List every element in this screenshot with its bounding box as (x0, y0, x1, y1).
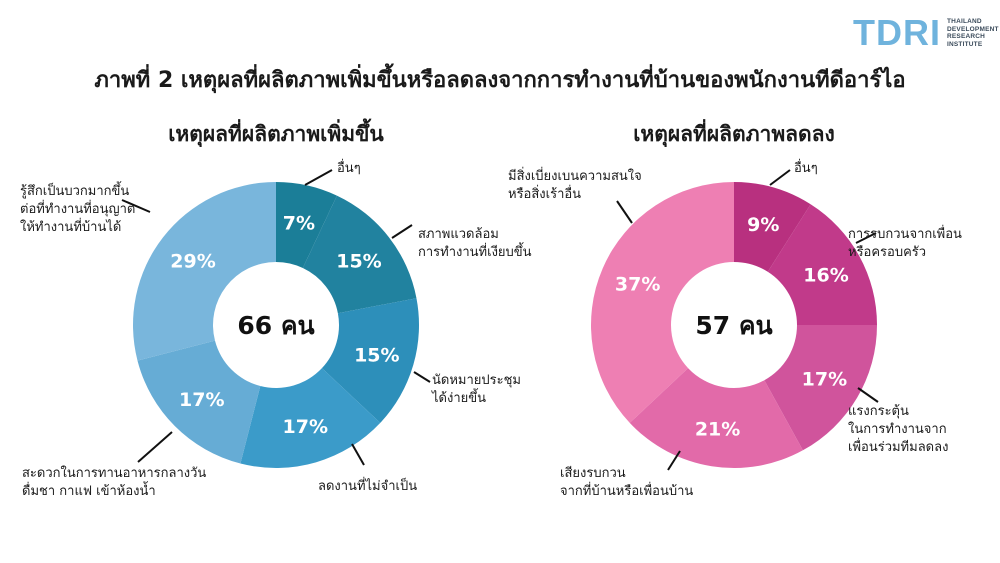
category-label: ลดงานที่ไม่จำเป็น (318, 478, 417, 496)
logo-line: RESEARCH (947, 33, 986, 40)
category-label-line: รู้สึกเป็นบวกมากขึ้น (20, 184, 130, 199)
donut-center-total: 66 คน (237, 311, 314, 340)
category-label: แรงกระตุ้นในการทำงานจากเพื่อนร่วมทีมลดลง (848, 403, 948, 457)
logo-line: THAILAND (947, 18, 982, 25)
slice-percent-label: 9% (747, 214, 779, 236)
donut-slice (302, 195, 417, 314)
donut-slice (764, 325, 877, 451)
left-donut: 7% 15% 15% 17% 17% 29% 66 คน (121, 169, 431, 468)
category-label-line: การรบกวนจากเพื่อน (848, 227, 962, 242)
donut-slice (734, 182, 811, 272)
tdri-logo: TDRI THAILAND DEVELOPMENT RESEARCH INSTI… (853, 15, 999, 51)
slice-percent-label: 29% (170, 251, 215, 273)
category-label-line: เสียงรบกวน (560, 466, 626, 481)
category-label-line: หรือสิ่งเร้าอื่น (508, 187, 582, 202)
category-label: อื่นๆ (794, 160, 818, 178)
donut-slice (276, 182, 337, 268)
slice-percent-label: 37% (615, 273, 660, 295)
category-label-line: เพื่อนร่วมทีมลดลง (848, 440, 949, 455)
slice-percent-label: 17% (802, 368, 847, 390)
category-label-line: สภาพแวดล้อม (418, 227, 499, 242)
category-label-line: ได้ง่ายขึ้น (432, 391, 487, 406)
right-chart-title: เหตุผลที่ผลิตภาพลดลง (633, 122, 835, 146)
donut-slice (133, 182, 276, 361)
category-label: สภาพแวดล้อมการทำงานที่เงียบขึ้น (418, 226, 532, 262)
category-label-line: การทำงานที่เงียบขึ้น (418, 245, 532, 260)
donut-slice (591, 182, 734, 423)
leader-line (769, 169, 791, 186)
slice-percent-label: 15% (336, 251, 381, 273)
category-label-line: ต่อที่ทำงานที่อนุญาต (20, 202, 136, 217)
category-label-line: มีสิ่งเบี่ยงเบนความสนใจ (508, 169, 642, 184)
category-label-line: สะดวกในการทานอาหารกลางวัน (22, 466, 207, 481)
leader-line (137, 431, 173, 463)
logo-line: INSTITUTE (947, 40, 983, 48)
leader-line (855, 232, 877, 244)
donut-slice (137, 340, 261, 464)
category-label-line: แรงกระตุ้น (848, 404, 909, 419)
leader-line (121, 199, 151, 213)
category-label-line: ดื่มชา กาแฟ เข้าห้องน้ำ (22, 484, 156, 499)
donut-center-total: 57 คน (695, 311, 772, 340)
donut-slice (240, 368, 381, 468)
slice-percent-label: 16% (803, 264, 848, 286)
category-label-line: จากที่บ้านหรือเพื่อนบ้าน (560, 484, 694, 499)
donut-slice (321, 298, 419, 423)
category-label: อื่นๆ (337, 160, 361, 178)
right-donut: 9% 16% 17% 21% 37% 57 คน (591, 169, 879, 471)
slice-percent-label: 17% (179, 389, 224, 411)
category-label: มีสิ่งเบี่ยงเบนความสนใจหรือสิ่งเร้าอื่น (508, 168, 642, 204)
slice-percent-label: 15% (354, 344, 399, 366)
donut-slice (767, 204, 877, 325)
logo-mark: TDRI (853, 12, 941, 53)
category-label-line: ให้ทำงานที่บ้านได้ (20, 220, 122, 235)
leader-line (413, 371, 431, 383)
figure-title: ภาพที่ 2 เหตุผลที่ผลิตภาพเพิ่มขึ้นหรือลด… (94, 68, 906, 93)
category-label-line: หรือครอบครัว (848, 245, 927, 260)
category-label: นัดหมายประชุมได้ง่ายขึ้น (432, 372, 521, 408)
slice-percent-label: 17% (283, 416, 328, 438)
category-label-line: อื่นๆ (794, 161, 818, 176)
left-chart-title: เหตุผลที่ผลิตภาพเพิ่มขึ้น (168, 122, 384, 146)
leader-line (857, 387, 879, 403)
category-label-line: นัดหมายประชุม (432, 373, 521, 388)
leader-line (616, 200, 633, 224)
leader-line (391, 224, 413, 239)
slice-percent-label: 21% (695, 419, 740, 441)
leader-line (304, 169, 333, 186)
category-label: รู้สึกเป็นบวกมากขึ้นต่อที่ทำงานที่อนุญาต… (20, 183, 135, 237)
category-label: สะดวกในการทานอาหารกลางวันดื่มชา กาแฟ เข้… (22, 465, 206, 501)
donut-slice (629, 368, 803, 468)
slice-percent-label: 7% (283, 213, 315, 235)
logo-line: DEVELOPMENT (947, 25, 999, 33)
logo-subtitle: THAILAND DEVELOPMENT RESEARCH INSTITUTE (947, 18, 999, 48)
category-label: เสียงรบกวนจากที่บ้านหรือเพื่อนบ้าน (560, 465, 693, 501)
leader-line (351, 443, 365, 466)
category-label: การรบกวนจากเพื่อนหรือครอบครัว (848, 226, 962, 262)
leader-line (667, 450, 681, 471)
category-label-line: ในการทำงานจาก (848, 422, 947, 437)
category-label-line: อื่นๆ (337, 161, 361, 176)
category-label-line: ลดงานที่ไม่จำเป็น (318, 479, 418, 494)
